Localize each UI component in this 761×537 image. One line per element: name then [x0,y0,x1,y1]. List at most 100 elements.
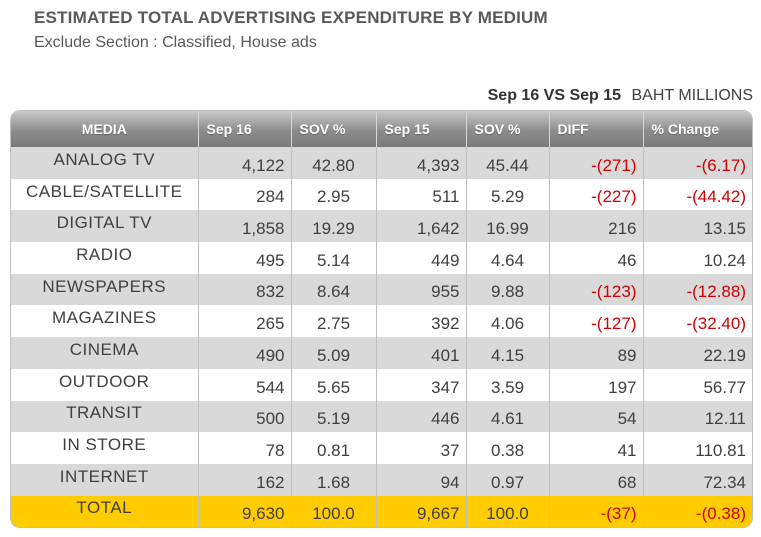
cell-sep16: 162 [198,463,292,496]
cell-change: 72.34 [703,472,746,492]
table-row: OUTDOOR 544 5.65 347 3.59 197 56.77 [11,368,752,401]
cell-sov15: 4.06 [466,305,550,338]
report-subtitle: Exclude Section : Classified, House ads [34,34,317,51]
cell-media: ANALOG TV [11,147,199,179]
cell-sov16: 100.0 [291,495,377,527]
cell-change: 13.15 [703,219,746,239]
table-body: ANALOG TV 4,122 42.80 4,393 45.44 -(271) -(6.1… [11,147,752,527]
table-row: TRANSIT 500 5.19 446 4.61 54 12.11 [11,400,752,433]
cell-sep16: 1,858 [198,210,292,243]
cell-sep16: 490 [198,337,292,369]
cell-change: -(0.38) [695,504,746,524]
cell-sov15: 4.61 [466,400,550,433]
cell-change: -(12.88) [686,282,746,302]
table-row: IN STORE 78 0.81 37 0.38 41 110.81 [11,432,752,464]
cell-sov16: 5.65 [291,368,377,401]
cell-sov15: 45.44 [466,147,550,179]
cell-sov16: 42.80 [291,147,377,179]
cell-diff: 89 [549,337,644,369]
table-row: CABLE/SATELLITE 284 2.95 511 5.29 -(227) -(44.… [11,178,752,211]
cell-diff: -(123) [549,273,644,306]
cell-sep15: 37 [376,432,467,464]
cell-sov16: 5.14 [291,242,377,274]
column-header-diff: DIFF [549,111,644,147]
cell-media: IN STORE [11,432,199,464]
table-total-row: TOTAL 9,630 100.0 9,667 100.0 -(37) -(0.38) [11,495,752,527]
cell-sep16: 832 [198,273,292,306]
cell-sov16: 8.64 [291,273,377,306]
cell-sov15: 3.59 [466,368,550,401]
cell-media: TOTAL [11,495,199,527]
cell-sov16: 19.29 [291,210,377,243]
cell-sep15: 401 [376,337,467,369]
cell-media: MAGAZINES [11,305,199,338]
cell-media: OUTDOOR [11,368,199,401]
table-row: CINEMA 490 5.09 401 4.15 89 22.19 [11,337,752,369]
cell-media: INTERNET [11,463,199,496]
cell-sep15: 4,393 [376,147,467,179]
cell-sep16: 4,122 [198,147,292,179]
table-row: RADIO 495 5.14 449 4.64 46 10.24 [11,242,752,274]
cell-sep15: 511 [376,178,467,211]
cell-change: 22.19 [703,345,746,365]
cell-sov15: 5.29 [466,178,550,211]
cell-diff: -(127) [549,305,644,338]
cell-sov15: 0.38 [466,432,550,464]
cell-sov15: 16.99 [466,210,550,243]
table-header-row: MEDIA Sep 16 SOV % Sep 15 SOV % DIFF % C… [11,111,752,147]
cell-sep16: 9,630 [198,495,292,527]
cell-sov15: 100.0 [466,495,550,527]
cell-sep15: 392 [376,305,467,338]
cell-sep15: 446 [376,400,467,433]
cell-media: CABLE/SATELLITE [11,178,199,211]
cell-media: NEWSPAPERS [11,273,199,306]
cell-sep15: 347 [376,368,467,401]
cell-sep15: 955 [376,273,467,306]
cell-change: -(32.40) [686,314,746,334]
cell-diff: 216 [549,210,644,243]
cell-media: DIGITAL TV [11,210,199,243]
table-row: NEWSPAPERS 832 8.64 955 9.88 -(123) -(12.88) [11,273,752,306]
cell-sep15: 94 [376,463,467,496]
cell-diff: 54 [549,400,644,433]
cell-sov16: 2.95 [291,178,377,211]
currency-unit: BAHT MILLIONS [631,87,753,104]
cell-diff: -(271) [549,147,644,179]
cell-change: 12.11 [704,409,746,429]
report-title: ESTIMATED TOTAL ADVERTISING EXPENDITURE … [34,8,548,27]
expenditure-table: MEDIA Sep 16 SOV % Sep 15 SOV % DIFF % C… [10,110,753,528]
table-row: MAGAZINES 265 2.75 392 4.06 -(127) -(32.40) [11,305,752,338]
cell-sov15: 0.97 [466,463,550,496]
cell-sep16: 544 [198,368,292,401]
cell-sov16: 5.09 [291,337,377,369]
cell-sov15: 4.64 [466,242,550,274]
cell-sov16: 1.68 [291,463,377,496]
cell-sep16: 284 [198,178,292,211]
cell-diff: 68 [549,463,644,496]
table-row: ANALOG TV 4,122 42.80 4,393 45.44 -(271) -(6.1… [11,147,752,179]
cell-sep15: 1,642 [376,210,467,243]
cell-sov16: 5.19 [291,400,377,433]
cell-change: 110.81 [695,440,746,460]
cell-diff: -(227) [549,178,644,211]
comparison-caption: Sep 16 VS Sep 15 BAHT MILLIONS [488,87,753,105]
cell-sov16: 0.81 [291,432,377,464]
cell-change: -(44.42) [686,187,746,207]
cell-sep16: 500 [198,400,292,433]
cell-change: 10.24 [703,250,746,270]
column-header-sep15: Sep 15 [376,111,467,147]
cell-media: RADIO [11,242,199,274]
column-header-sep16: Sep 16 [198,111,292,147]
cell-sov15: 9.88 [466,273,550,306]
table-row: INTERNET 162 1.68 94 0.97 68 72.34 [11,463,752,496]
column-header-change: % Change [651,121,720,137]
cell-sep15: 449 [376,242,467,274]
column-header-sov15: SOV % [466,111,550,147]
cell-diff: -(37) [549,495,644,527]
cell-sep16: 78 [198,432,292,464]
cell-media: CINEMA [11,337,199,369]
cell-diff: 41 [549,432,644,464]
cell-media: TRANSIT [11,400,199,433]
cell-diff: 197 [549,368,644,401]
cell-sep15: 9,667 [376,495,467,527]
